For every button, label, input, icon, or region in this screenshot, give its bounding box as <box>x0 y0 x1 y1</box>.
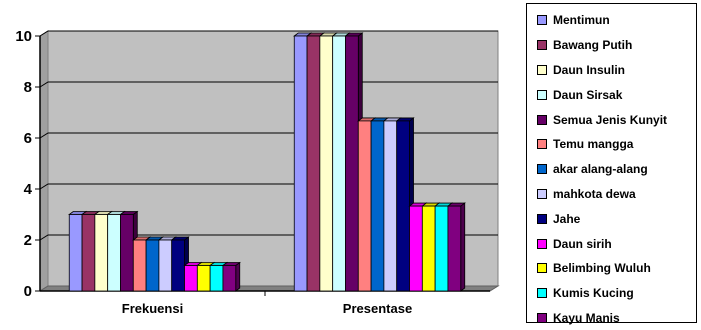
legend-label: Daun Insulin <box>553 62 625 77</box>
legend-label: mahkota dewa <box>553 186 636 201</box>
x-category-label: Frekuensi <box>122 301 183 316</box>
legend-label: Bawang Putih <box>553 38 633 53</box>
bar-front <box>209 265 224 292</box>
plot-side-wall <box>39 30 49 292</box>
legend-label: Daun sirih <box>553 236 612 251</box>
bar-chart: 0 2 4 6 8 10 Frekuensi Presentase <box>15 28 500 316</box>
legend-item: akar alang-alang <box>537 157 696 182</box>
legend-item: Jahe <box>537 206 696 231</box>
legend-swatch <box>537 64 547 75</box>
legend-item: Mentimun <box>537 8 696 33</box>
y-tick-label: 0 <box>24 283 32 300</box>
legend-label: akar alang-alang <box>553 162 648 177</box>
bar-front <box>145 239 160 292</box>
bar-front <box>396 120 410 292</box>
legend-item: mahkota dewa <box>537 182 696 207</box>
bar-front <box>319 35 334 292</box>
legend-item: Daun Insulin <box>537 58 696 83</box>
bar-front <box>120 214 134 292</box>
bar-side <box>235 261 241 292</box>
legend-label: Kumis Kucing <box>553 286 634 301</box>
bar-front <box>434 205 449 292</box>
legend-label: Mentimun <box>553 13 610 28</box>
legend-label: Belimbing Wuluh <box>553 261 651 276</box>
bar <box>221 261 241 292</box>
bar-front <box>357 120 372 292</box>
bar-front <box>158 239 173 292</box>
bar-front <box>196 265 211 292</box>
bar-front <box>184 265 198 292</box>
bar-front <box>409 205 423 292</box>
bar-front <box>171 239 185 292</box>
legend-swatch <box>537 164 547 175</box>
y-tick-label: 2 <box>24 232 32 249</box>
legend: Mentimun Bawang Putih Daun Insulin Daun Sir… <box>526 3 697 325</box>
legend-swatch <box>537 89 547 100</box>
bar-front <box>293 35 308 292</box>
x-category-label: Presentase <box>343 301 412 316</box>
bar <box>446 202 466 292</box>
y-tick-label: 8 <box>24 79 32 96</box>
legend-swatch <box>537 114 547 125</box>
gridline <box>39 30 498 37</box>
legend-swatch <box>537 40 547 51</box>
legend-item: Daun Sirsak <box>537 82 696 107</box>
legend-label: Kayu Manis <box>553 310 620 325</box>
legend-item: Kayu Manis <box>537 306 696 330</box>
bar-front <box>447 205 462 292</box>
legend-swatch <box>537 312 547 323</box>
legend-item: Kumis Kucing <box>537 281 696 306</box>
legend-label: Semua Jenis Kunyit <box>553 112 668 127</box>
legend-swatch <box>537 139 547 150</box>
legend-swatch <box>537 15 547 26</box>
legend-item: Daun sirih <box>537 231 696 256</box>
bar-front <box>132 239 147 292</box>
bar-front <box>107 214 121 292</box>
legend-label: Daun Sirsak <box>553 87 623 102</box>
bar-front <box>332 35 346 292</box>
y-tick-label: 6 <box>24 130 32 147</box>
legend-swatch <box>537 238 547 249</box>
legend-item: Bawang Putih <box>537 33 696 58</box>
legend-swatch <box>537 263 547 274</box>
legend-label: Temu mangga <box>553 137 634 152</box>
legend-label: Jahe <box>553 211 581 226</box>
legend-item: Belimbing Wuluh <box>537 256 696 281</box>
bar-side <box>460 202 466 292</box>
bar-front <box>383 120 398 292</box>
legend-swatch <box>537 288 547 299</box>
bar-front <box>94 214 109 292</box>
y-tick-label: 4 <box>24 181 33 198</box>
legend-swatch <box>537 213 547 224</box>
bar-front <box>222 265 237 292</box>
legend-item: Semua Jenis Kunyit <box>537 107 696 132</box>
bar-front <box>81 214 96 292</box>
y-tick-label: 10 <box>15 28 32 45</box>
bar-front <box>68 214 83 292</box>
bar-front <box>370 120 385 292</box>
legend-item: Temu mangga <box>537 132 696 157</box>
bar-front <box>345 35 359 292</box>
legend-swatch <box>537 188 547 199</box>
bar-front <box>421 205 436 292</box>
bar-front <box>306 35 321 292</box>
